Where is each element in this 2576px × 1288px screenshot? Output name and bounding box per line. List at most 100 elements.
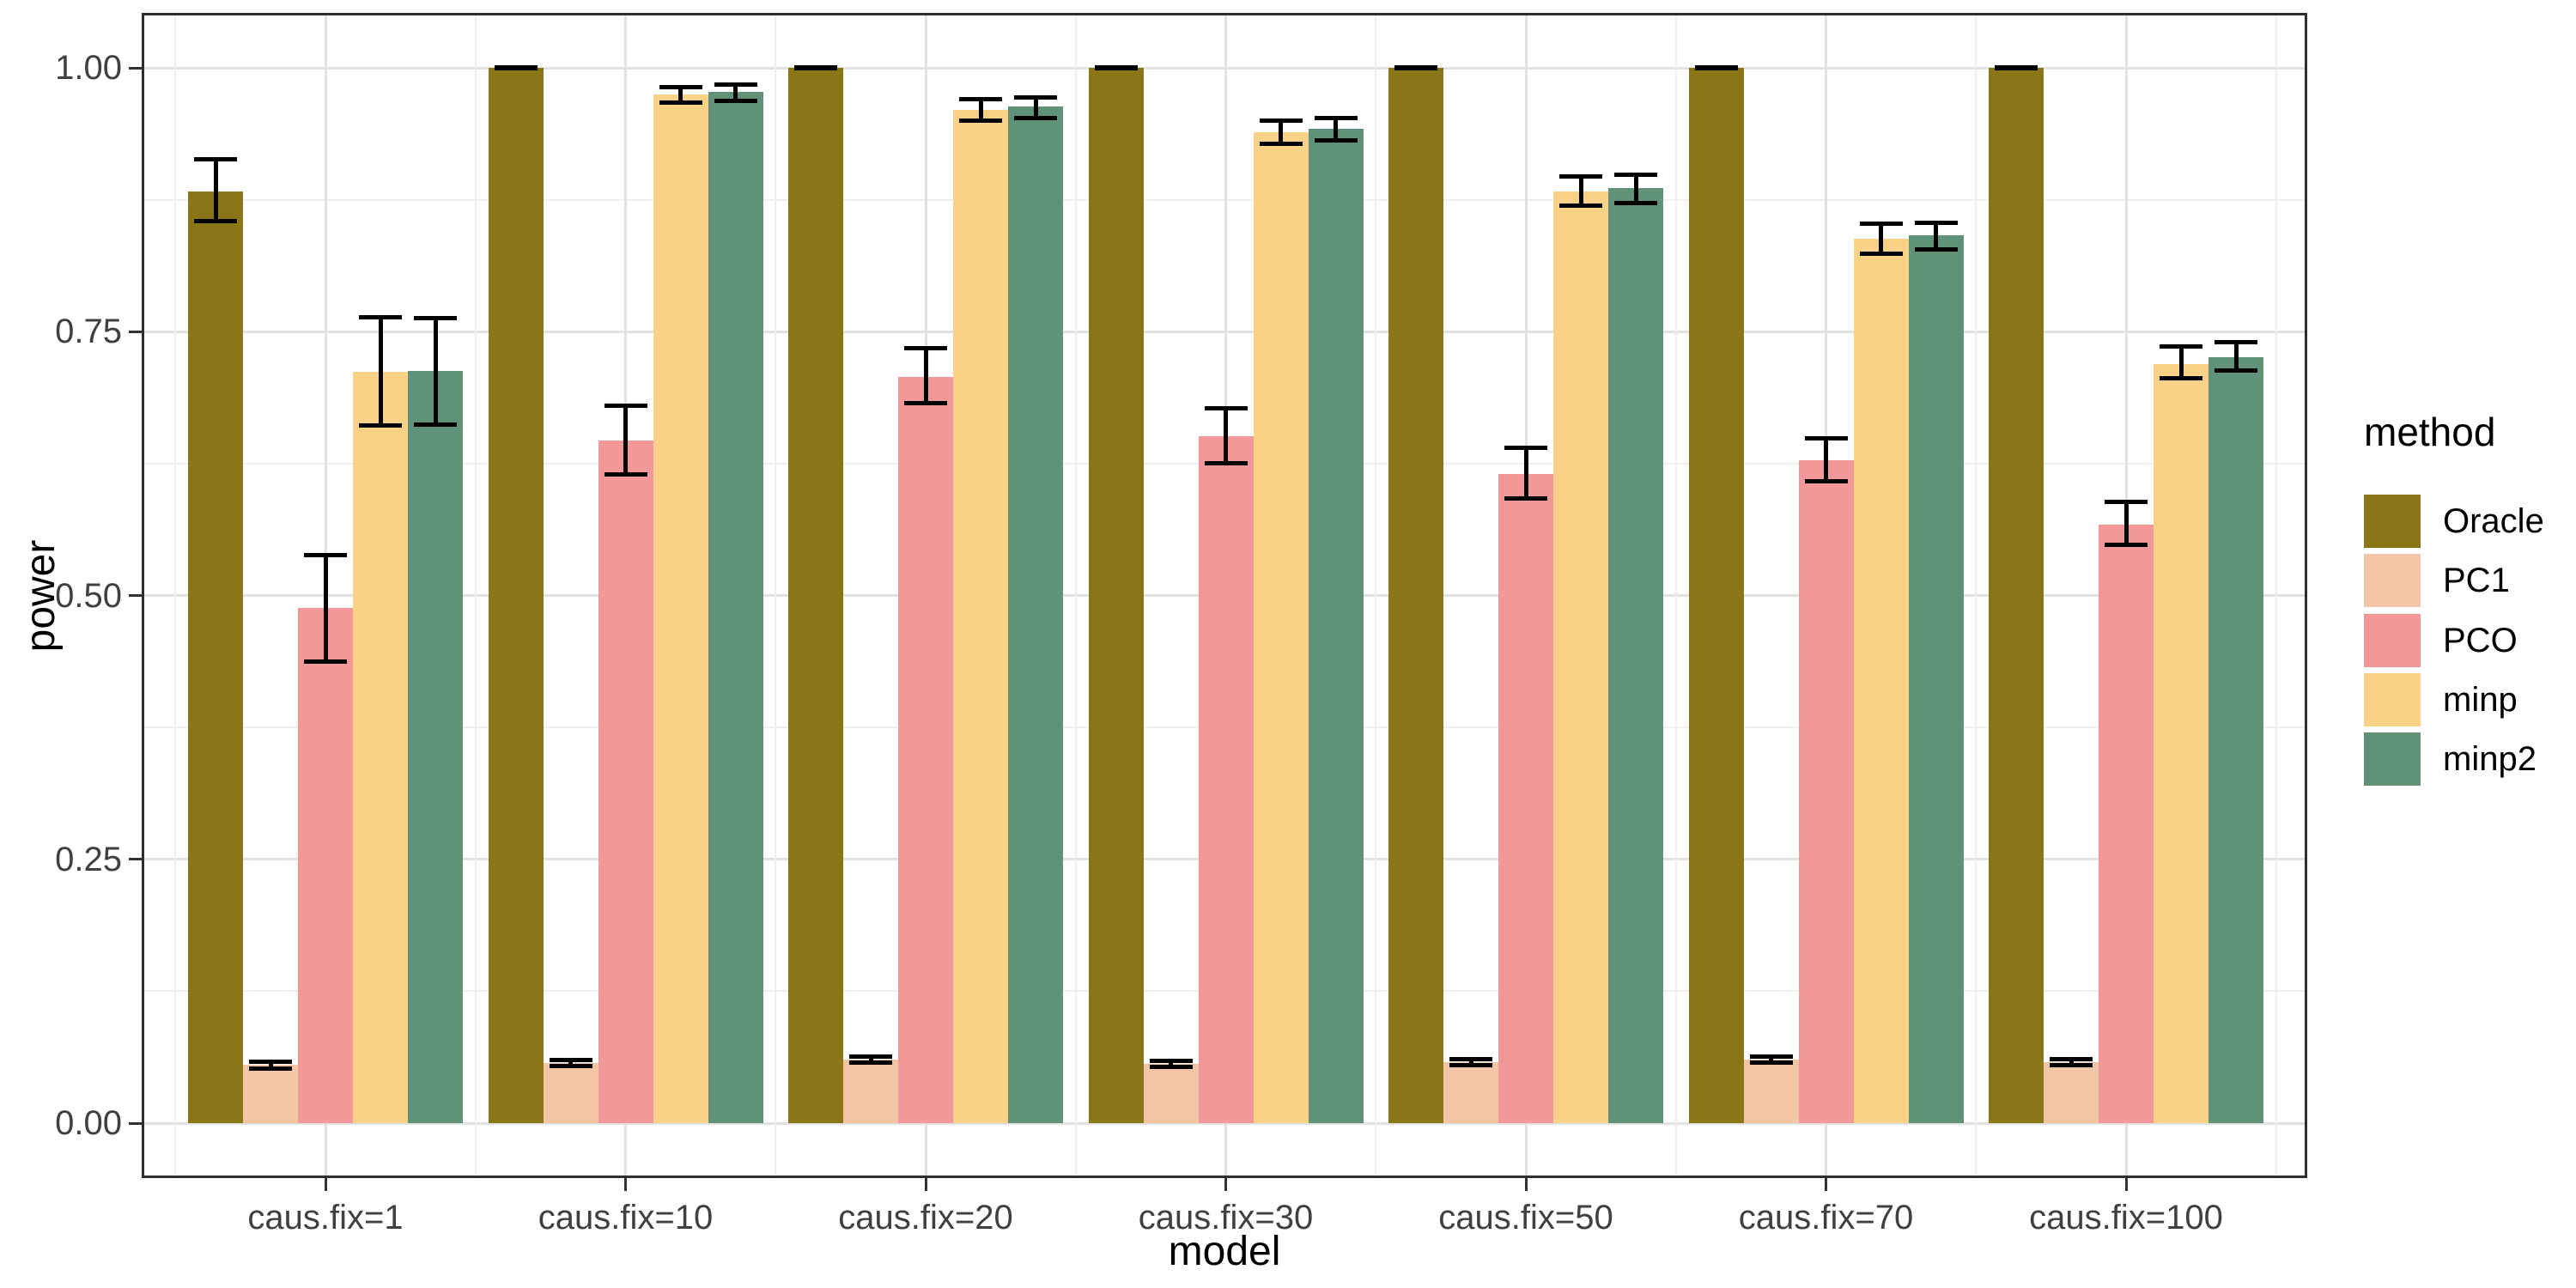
legend-key-minp2: minp2 <box>2364 732 2537 786</box>
errorbar-PC1-caus.fix=100-cap <box>2050 1056 2093 1061</box>
legend-key-minp: minp <box>2364 672 2518 726</box>
x-tick-mark <box>1524 1176 1528 1191</box>
gridline-minor <box>174 15 177 1176</box>
errorbar-minp2-caus.fix=10-cap <box>714 82 757 88</box>
errorbar-PC1-caus.fix=10 <box>568 1060 573 1066</box>
errorbar-PC1-caus.fix=10-cap <box>549 1064 592 1069</box>
errorbar-Oracle-caus.fix=50 <box>1394 65 1437 70</box>
bar-PCO-caus.fix=30 <box>1198 435 1254 1123</box>
bar-minp2-caus.fix=50 <box>1608 188 1663 1123</box>
errorbar-minp-caus.fix=30-cap <box>1259 118 1303 123</box>
errorbar-PC1-caus.fix=20-cap <box>849 1060 892 1066</box>
y-tick-mark <box>129 66 144 70</box>
errorbar-PC1-caus.fix=100-cap <box>2050 1062 2093 1067</box>
errorbar-PC1-caus.fix=10-cap <box>549 1057 592 1062</box>
errorbar-minp-caus.fix=100-cap <box>2160 343 2202 349</box>
gridline-minor <box>2275 15 2277 1176</box>
errorbar-minp-caus.fix=20 <box>978 99 983 121</box>
x-tick-mark <box>1224 1176 1227 1191</box>
errorbar-PCO-caus.fix=20-cap <box>904 346 947 351</box>
bar-PC1-caus.fix=70 <box>1743 1060 1799 1123</box>
x-tick-mark <box>2124 1176 2128 1191</box>
errorbar-PCO-caus.fix=100 <box>2123 501 2129 545</box>
bar-Oracle-caus.fix=1 <box>188 191 243 1123</box>
x-tick-label: caus.fix=20 <box>838 1199 1013 1236</box>
bar-minp-caus.fix=1 <box>353 371 408 1123</box>
errorbar-minp-caus.fix=10 <box>678 87 683 103</box>
y-tick-label: 0.00 <box>55 1104 122 1142</box>
errorbar-minp-caus.fix=20-cap <box>959 97 1002 102</box>
errorbar-PCO-caus.fix=20-cap <box>904 401 947 406</box>
errorbar-PC1-caus.fix=20-cap <box>849 1054 892 1060</box>
errorbar-Oracle-caus.fix=70 <box>1694 65 1738 70</box>
legend-swatch-Oracle <box>2364 495 2421 548</box>
bar-PCO-caus.fix=50 <box>1498 474 1553 1123</box>
bar-minp-caus.fix=30 <box>1253 131 1309 1123</box>
bar-minp2-caus.fix=100 <box>2208 356 2263 1123</box>
errorbar-minp-caus.fix=70-cap <box>1859 222 1903 227</box>
errorbar-minp2-caus.fix=20-cap <box>1014 94 1057 100</box>
errorbar-Oracle-caus.fix=30 <box>1094 65 1138 70</box>
errorbar-Oracle-caus.fix=10 <box>494 65 538 70</box>
errorbar-PC1-caus.fix=30 <box>1169 1060 1173 1067</box>
errorbar-minp2-caus.fix=70-cap <box>1914 221 1958 226</box>
errorbar-minp-caus.fix=50-cap <box>1559 174 1602 179</box>
errorbar-minp2-caus.fix=20-cap <box>1014 116 1057 121</box>
gridline-minor <box>775 15 777 1176</box>
errorbar-PCO-caus.fix=1-cap <box>304 659 347 665</box>
errorbar-Oracle-caus.fix=1-cap <box>194 218 237 223</box>
errorbar-PCO-caus.fix=50-cap <box>1504 495 1547 501</box>
bar-PCO-caus.fix=10 <box>598 440 653 1123</box>
errorbar-PCO-caus.fix=100-cap <box>2105 543 2148 547</box>
errorbar-minp2-caus.fix=70 <box>1934 222 1938 250</box>
x-tick-mark <box>924 1176 927 1191</box>
legend-key-PCO: PCO <box>2364 613 2518 667</box>
legend-swatch-minp <box>2364 672 2421 726</box>
errorbar-PCO-caus.fix=30-cap <box>1204 461 1248 466</box>
errorbar-PC1-caus.fix=1-cap <box>249 1060 292 1065</box>
legend-label-Oracle: Oracle <box>2443 502 2544 540</box>
errorbar-minp2-caus.fix=100-cap <box>2215 368 2257 374</box>
y-tick-mark <box>129 858 144 861</box>
legend: method Oracle PC1 PCO minp minp2 <box>2361 412 2576 816</box>
gridline-minor <box>1375 15 1377 1176</box>
bar-PCO-caus.fix=70 <box>1798 460 1854 1123</box>
x-axis-title: model <box>1168 1229 1281 1274</box>
bar-minp2-caus.fix=10 <box>708 92 763 1123</box>
errorbar-PC1-caus.fix=50-cap <box>1449 1062 1492 1067</box>
errorbar-minp2-caus.fix=70-cap <box>1914 246 1958 252</box>
errorbar-PC1-caus.fix=30-cap <box>1149 1065 1193 1070</box>
errorbar-minp2-caus.fix=30-cap <box>1314 116 1358 121</box>
y-tick-label: 0.25 <box>55 840 122 878</box>
bar-Oracle-caus.fix=100 <box>1989 68 2044 1123</box>
bar-minp-caus.fix=100 <box>2154 364 2208 1123</box>
bar-minp-caus.fix=70 <box>1853 239 1909 1123</box>
bar-PC1-caus.fix=1 <box>243 1065 298 1123</box>
errorbar-Oracle-caus.fix=100 <box>1995 65 2038 70</box>
bar-minp2-caus.fix=1 <box>408 370 463 1123</box>
bar-PC1-caus.fix=100 <box>2044 1061 2099 1123</box>
errorbar-minp-caus.fix=1-cap <box>359 314 402 319</box>
bar-PC1-caus.fix=30 <box>1143 1064 1199 1123</box>
bar-minp-caus.fix=50 <box>1553 191 1608 1123</box>
errorbar-PCO-caus.fix=20 <box>923 348 928 404</box>
x-tick-label: caus.fix=50 <box>1438 1199 1613 1236</box>
x-tick-label: caus.fix=30 <box>1138 1199 1314 1236</box>
errorbar-PC1-caus.fix=50-cap <box>1449 1056 1492 1061</box>
y-tick-label: 0.75 <box>55 313 122 351</box>
errorbar-minp2-caus.fix=50-cap <box>1614 200 1657 205</box>
errorbar-minp2-caus.fix=30 <box>1334 118 1338 141</box>
x-tick-mark <box>1825 1176 1827 1191</box>
errorbar-minp-caus.fix=1 <box>378 317 383 426</box>
x-tick-label: caus.fix=10 <box>538 1199 714 1236</box>
errorbar-PC1-caus.fix=1-cap <box>249 1066 292 1071</box>
errorbar-PCO-caus.fix=10-cap <box>604 471 647 477</box>
y-tick-mark <box>129 330 144 333</box>
y-tick-mark <box>129 1121 144 1125</box>
legend-label-minp2: minp2 <box>2443 740 2537 778</box>
y-tick-label: 1.00 <box>55 49 122 87</box>
gridline-minor <box>1674 15 1677 1176</box>
x-tick-label: caus.fix=100 <box>2029 1199 2223 1236</box>
bar-minp2-caus.fix=70 <box>1908 235 1964 1123</box>
errorbar-minp-caus.fix=10-cap <box>659 84 702 89</box>
